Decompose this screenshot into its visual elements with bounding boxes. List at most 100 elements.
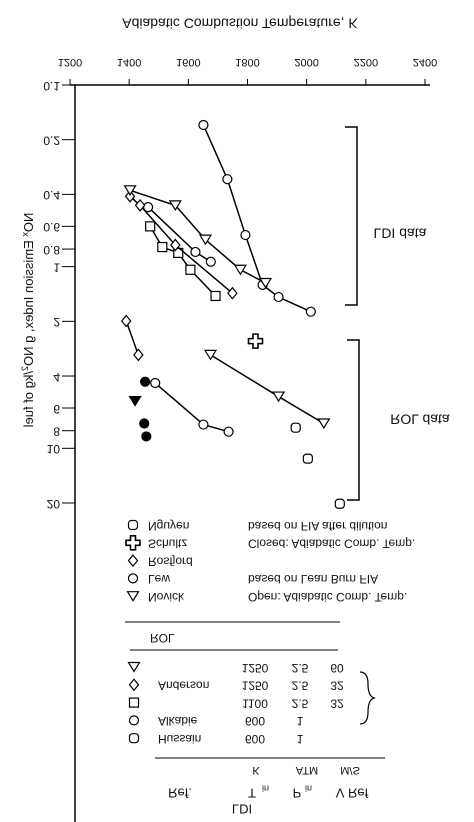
legend-ref: Alkabie xyxy=(158,714,198,728)
data-point xyxy=(210,290,221,302)
legend-marker xyxy=(127,661,141,673)
legend-label: Schultz xyxy=(148,537,187,551)
x-tick-label: 2000 xyxy=(294,56,318,68)
legend-pin: 2.5 xyxy=(292,661,309,675)
legend-ref: Hussain xyxy=(158,732,201,746)
series-line xyxy=(202,124,312,313)
data-point xyxy=(233,264,247,276)
data-point xyxy=(124,189,136,203)
data-point xyxy=(290,422,301,433)
legend-marker xyxy=(128,733,140,744)
series-line xyxy=(125,320,140,356)
rol-bracket xyxy=(347,339,360,501)
legend-label: Lew xyxy=(148,572,170,586)
legend-brace xyxy=(359,671,376,725)
y-tick-label: 6 xyxy=(53,402,60,416)
legend-vref: 32 xyxy=(330,679,344,693)
data-point xyxy=(317,418,331,430)
y-tick-label: 8 xyxy=(53,425,60,439)
data-point xyxy=(123,185,137,196)
y-tick-label: 0.4 xyxy=(43,188,60,202)
legend-header: T xyxy=(248,786,256,801)
legend-tin: 1250 xyxy=(242,661,269,675)
x-tick-label: 2200 xyxy=(354,56,378,68)
legend-tin: 1250 xyxy=(242,679,269,693)
ldi-bracket xyxy=(345,126,358,306)
y-axis-title-part: 2 xyxy=(20,366,30,371)
legend-label: Nguyen xyxy=(148,519,189,533)
legend-header: K xyxy=(252,764,260,776)
data-point xyxy=(273,291,284,303)
x-tick-label: 2400 xyxy=(413,56,437,68)
y-axis-title: NOx Emission Index, g NO2/kg of fuel xyxy=(20,213,36,428)
data-point xyxy=(305,306,316,317)
legend-marker xyxy=(128,697,140,708)
y-axis-title-part: Emission Index, g NO xyxy=(21,237,36,366)
legend-pin: 2.5 xyxy=(292,696,309,710)
legend-label: Novick xyxy=(148,590,185,604)
y-tick-label: 1 xyxy=(53,260,60,274)
legend-marker xyxy=(128,678,140,692)
y-tick-label: 0.6 xyxy=(43,220,60,234)
legend-title: LDI xyxy=(232,802,252,817)
legend-marker xyxy=(127,554,139,568)
legend-note: based on Lean Burn FIA xyxy=(248,572,378,586)
legend-header: P xyxy=(293,786,302,801)
legend-marker xyxy=(125,535,141,551)
legend-pin: 2.5 xyxy=(292,679,309,693)
series-line xyxy=(210,354,325,425)
data-point xyxy=(140,376,151,387)
data-point xyxy=(227,286,238,300)
legend-note: Open: Adiabatic Comb. Temp. xyxy=(248,590,407,604)
legend-header: in xyxy=(262,784,269,794)
data-point xyxy=(334,498,345,509)
data-point xyxy=(222,174,233,185)
data-point xyxy=(198,234,213,246)
y-tick-label: 10 xyxy=(47,442,61,456)
x-tick-label: 1400 xyxy=(117,56,141,68)
data-point xyxy=(139,418,150,429)
y-tick-label: 0.8 xyxy=(43,243,60,257)
legend-header: M/S xyxy=(340,764,360,776)
legend-tin: 600 xyxy=(245,732,265,746)
data-point xyxy=(133,348,144,362)
legend-tin: 1100 xyxy=(242,696,268,710)
x-tick-label: 1200 xyxy=(58,56,82,68)
y-axis-title-part: /kg of fuel xyxy=(21,371,36,427)
x-tick-label: 1800 xyxy=(235,56,259,68)
data-point xyxy=(157,241,168,253)
legend-vref: 60 xyxy=(330,661,344,675)
legend-header: V Ref xyxy=(336,786,369,801)
bracket-label: ROL data xyxy=(390,411,450,427)
data-point xyxy=(271,391,286,403)
data-point xyxy=(168,200,182,212)
data-point xyxy=(203,349,218,361)
legend-marker xyxy=(127,519,139,531)
legend-marker xyxy=(126,591,140,602)
data-point xyxy=(170,238,181,252)
y-tick-label: 0.1 xyxy=(43,79,60,93)
legend-vref: 32 xyxy=(330,696,344,710)
legend-header: in xyxy=(305,784,312,794)
data-point xyxy=(185,264,196,275)
legend-label: Rosfjord xyxy=(148,554,193,568)
y-tick-label: 20 xyxy=(47,497,61,511)
legend-title: ROL xyxy=(150,631,175,645)
data-point xyxy=(190,246,201,258)
x-axis-title: Adiabatic Combustion Temperature, K xyxy=(122,15,358,31)
legend-tin: 600 xyxy=(245,714,265,728)
legend-pin: 1 xyxy=(297,732,304,746)
y-tick-label: 2 xyxy=(53,315,60,329)
data-point xyxy=(247,333,264,349)
series-line xyxy=(154,382,229,433)
bracket-label: LDI data xyxy=(374,225,427,241)
legend-pin: 1 xyxy=(297,714,304,728)
data-point xyxy=(205,256,216,267)
legend-ref: Anderson xyxy=(158,679,209,693)
data-point xyxy=(198,119,209,131)
data-point xyxy=(223,426,234,437)
data-point xyxy=(120,314,132,328)
data-point xyxy=(145,221,156,232)
legend-header: Ref. xyxy=(168,786,192,801)
